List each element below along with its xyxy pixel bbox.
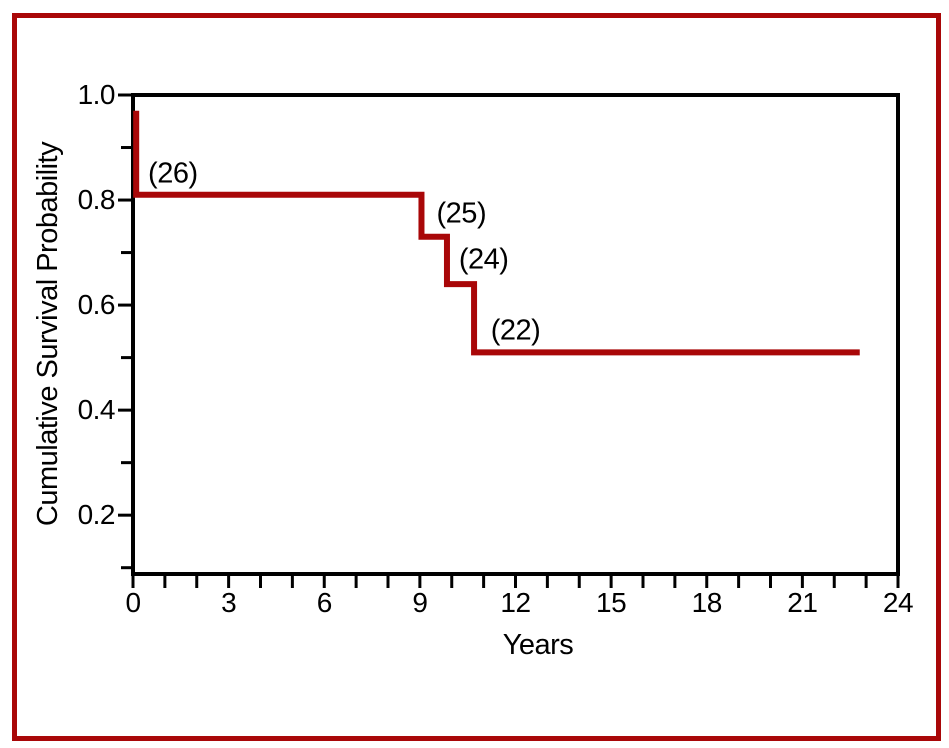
- x-axis-title: Years: [502, 629, 574, 661]
- x-axis-tick-label: 15: [596, 587, 627, 618]
- curve-annotation: (22): [490, 314, 541, 347]
- plot-border: [131, 93, 900, 576]
- y-axis-title: Cumulative Survival Probability: [32, 141, 64, 527]
- curve-annotation: (25): [436, 197, 487, 230]
- survival-curve: [133, 110, 860, 356]
- curve-annotation: (26): [148, 157, 198, 190]
- y-axis-tick-label: 1.0: [77, 79, 116, 110]
- x-axis-tick-label: 24: [882, 587, 914, 618]
- x-axis-tick-label: 6: [316, 587, 333, 618]
- y-axis-tick-label: 0.6: [77, 289, 116, 321]
- figure-border: [12, 13, 941, 741]
- x-axis-tick-label: 21: [787, 587, 818, 618]
- x-axis-tick-label: 18: [691, 587, 723, 618]
- x-axis-tick-label: 9: [412, 587, 428, 618]
- x-axis-tick-label: 12: [500, 587, 531, 618]
- curve-annotation: (24): [458, 243, 509, 276]
- y-axis-tick-label: 0.8: [77, 184, 116, 216]
- y-axis-tick-label: 0.2: [77, 499, 116, 531]
- x-axis-tick-label: 0: [125, 587, 141, 618]
- y-axis-tick-label: 0.4: [77, 394, 116, 426]
- x-axis-tick-label: 3: [221, 587, 237, 618]
